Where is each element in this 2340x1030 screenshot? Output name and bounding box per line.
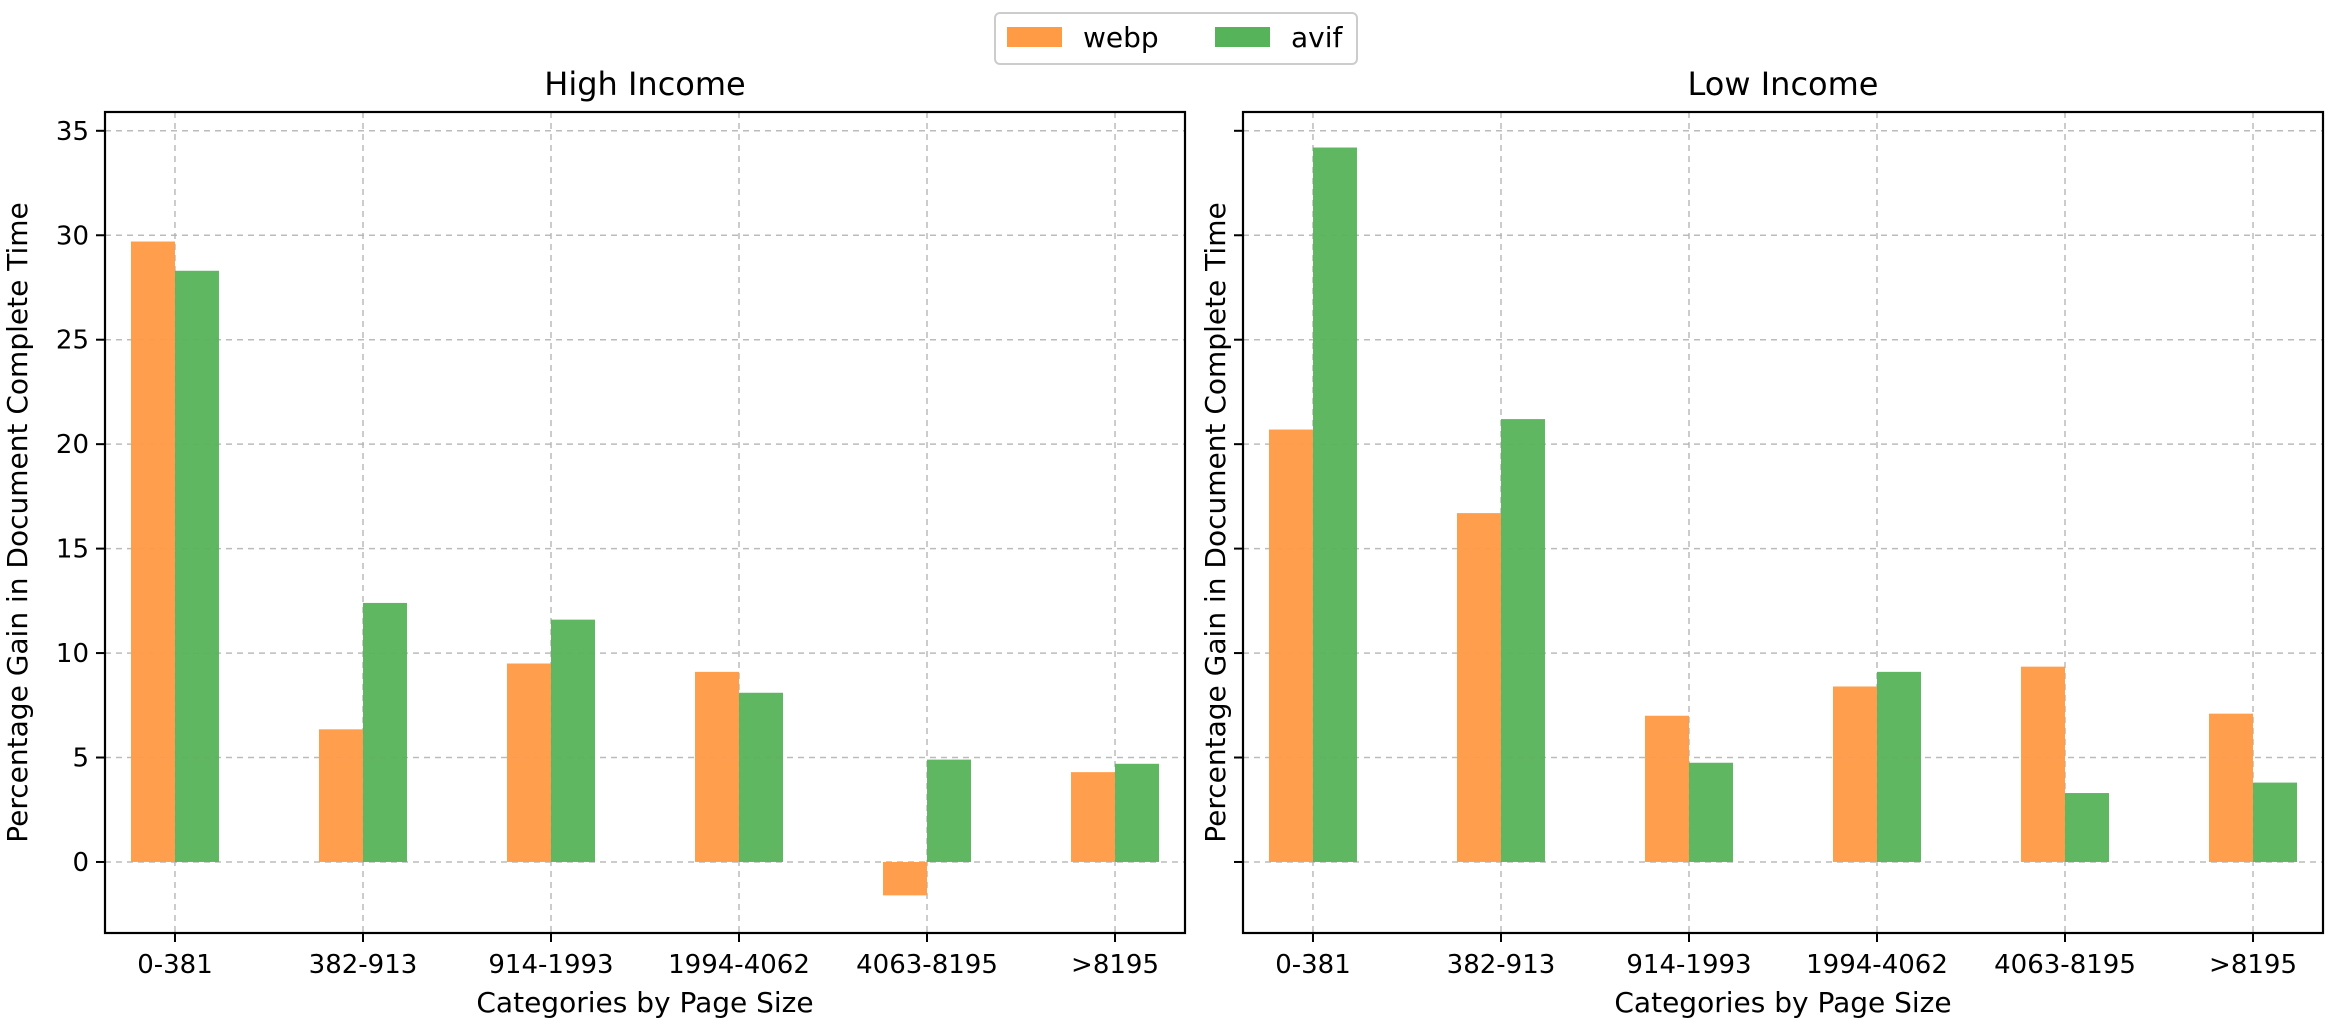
legend-label-avif: avif <box>1291 21 1344 54</box>
x-tick-label: 4063-8195 <box>1994 950 2136 980</box>
bar-webp-382-913 <box>1456 513 1501 862</box>
bar-webp-914-1993 <box>506 663 551 862</box>
bar-avif-382-913 <box>362 602 407 862</box>
bar-avif-4063-8195 <box>2065 793 2110 862</box>
x-axis-label: Categories by Page Size <box>476 986 813 1019</box>
x-tick-label: 1994-4062 <box>668 950 810 980</box>
x-axis-label: Categories by Page Size <box>1614 986 1951 1019</box>
chart-panel-1: 0 5 10 15 20 25 30 35 0-381 382-913 914-1993 1994-4… <box>1 65 1187 1019</box>
bar-avif-4063-8195 <box>927 759 972 862</box>
bar-avif-1994-4062 <box>739 692 784 862</box>
y-tick-label: 15 <box>56 535 89 565</box>
x-tick-label: 914-1993 <box>488 950 613 980</box>
y-tick-label: 20 <box>56 430 89 460</box>
bar-avif-1994-4062 <box>1877 671 1922 862</box>
x-tick-label: 4063-8195 <box>856 950 998 980</box>
bar-webp->8195 <box>1071 772 1116 862</box>
bar-webp-4063-8195 <box>2021 666 2066 862</box>
plot-frame <box>103 110 1187 935</box>
y-tick-label: 0 <box>72 848 89 878</box>
x-tick-label: >8195 <box>2209 950 2297 980</box>
bar-avif->8195 <box>1115 763 1160 862</box>
bar-avif-0-381 <box>174 270 219 862</box>
y-axis-label: Percentage Gain in Document Complete Tim… <box>1 202 34 842</box>
x-tick-label: >8195 <box>1071 950 1159 980</box>
y-tick-label: 30 <box>56 221 89 251</box>
bar-webp-1994-4062 <box>1833 686 1878 862</box>
bar-avif-914-1993 <box>1688 762 1733 862</box>
legend-box <box>994 12 1358 65</box>
y-tick-label: 25 <box>56 326 89 356</box>
bar-webp->8195 <box>2209 713 2254 862</box>
bar-avif-914-1993 <box>550 619 595 862</box>
y-tick-label: 35 <box>56 117 89 147</box>
y-tick-label: 10 <box>56 639 89 669</box>
x-tick-label: 0-381 <box>1275 950 1351 980</box>
x-tick-label: 0-381 <box>137 950 213 980</box>
bar-avif-0-381 <box>1312 147 1357 862</box>
plot-frame <box>1241 110 2325 935</box>
bar-webp-0-381 <box>1268 429 1313 862</box>
chart-panel-2: 0-381 382-913 914-1993 1994-4062 4063-8195 >8… <box>1199 65 2325 1019</box>
y-axis-label: Percentage Gain in Document Complete Tim… <box>1199 202 1232 842</box>
x-tick-label: 382-913 <box>1447 950 1556 980</box>
legend: webp avif <box>994 12 1358 65</box>
legend-swatch-avif <box>1215 27 1270 47</box>
panel-title: High Income <box>544 65 745 103</box>
bar-webp-382-913 <box>318 729 363 862</box>
x-tick-label: 382-913 <box>309 950 418 980</box>
panel-title: Low Income <box>1688 65 1879 103</box>
bar-avif-382-913 <box>1500 419 1545 862</box>
bar-webp-0-381 <box>130 241 175 862</box>
y-tick-label: 5 <box>72 744 89 774</box>
bar-webp-1994-4062 <box>695 671 740 862</box>
legend-label-webp: webp <box>1083 21 1159 54</box>
legend-swatch-webp <box>1007 27 1062 47</box>
bar-webp-914-1993 <box>1644 715 1689 862</box>
bar-avif->8195 <box>2253 782 2298 862</box>
chart-panels: 0 5 10 15 20 25 30 35 0-381 382-913 914-1993 1994-4… <box>1 65 2325 1019</box>
x-tick-label: 914-1993 <box>1626 950 1751 980</box>
x-tick-label: 1994-4062 <box>1806 950 1948 980</box>
bar-webp-4063-8195 <box>883 861 928 896</box>
